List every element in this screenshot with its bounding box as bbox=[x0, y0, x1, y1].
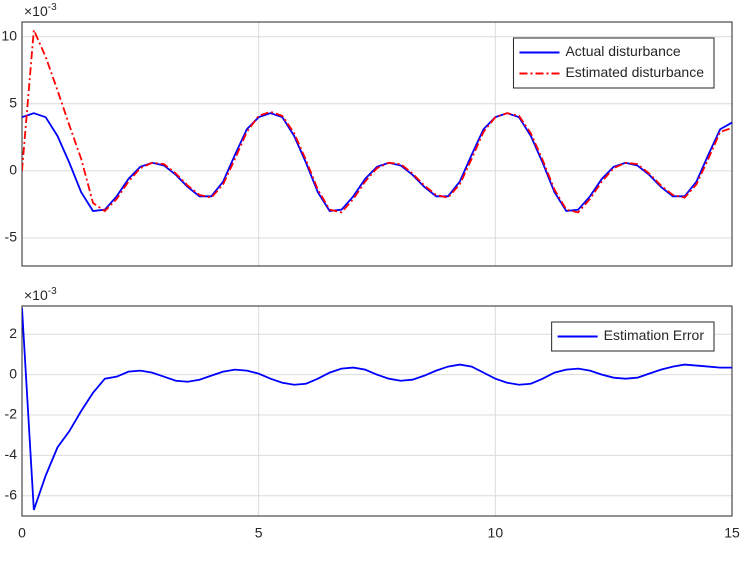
exponent-label: ×10-3 bbox=[24, 286, 57, 303]
y-tick-label: 0 bbox=[9, 162, 17, 178]
exponent-label: ×10-3 bbox=[24, 2, 57, 19]
legend-label: Actual disturbance bbox=[565, 43, 680, 59]
subplot: -6 -4 -2 0 2 0 5 10 15 ×10-3 Estimation Error bbox=[5, 286, 740, 541]
y-tick-label: 0 bbox=[9, 365, 17, 381]
y-tick-label: -4 bbox=[5, 446, 18, 462]
exponent-power: -3 bbox=[48, 286, 57, 297]
legend-label: Estimated disturbance bbox=[565, 64, 704, 80]
exponent-base: ×10 bbox=[24, 287, 48, 303]
x-tick-label: 5 bbox=[255, 525, 263, 541]
data-line bbox=[22, 307, 732, 511]
exponent-power: -3 bbox=[48, 2, 57, 13]
x-tick-label: 15 bbox=[724, 525, 740, 541]
legend: Estimation Error bbox=[551, 321, 715, 352]
y-tick-label: -6 bbox=[5, 487, 18, 503]
legend-label: Estimation Error bbox=[604, 327, 705, 343]
data-line bbox=[22, 29, 732, 214]
exponent-base: ×10 bbox=[24, 3, 48, 19]
axes-frame bbox=[21, 21, 733, 267]
legend: Actual disturbance Estimated disturbance bbox=[512, 37, 715, 89]
legend-box bbox=[512, 37, 715, 89]
y-tick-label: 5 bbox=[9, 94, 17, 110]
y-tick-label: 10 bbox=[1, 27, 17, 43]
y-tick-label: -5 bbox=[5, 229, 18, 245]
axes-frame bbox=[21, 305, 733, 517]
x-tick-label: 10 bbox=[488, 525, 504, 541]
x-tick-label: 0 bbox=[18, 525, 26, 541]
subplot: -5 0 5 10 ×10-3 Actual disturbance Estimated d… bbox=[1, 2, 733, 267]
data-line bbox=[22, 112, 732, 212]
y-tick-label: 2 bbox=[9, 325, 17, 341]
y-tick-label: -2 bbox=[5, 406, 18, 422]
